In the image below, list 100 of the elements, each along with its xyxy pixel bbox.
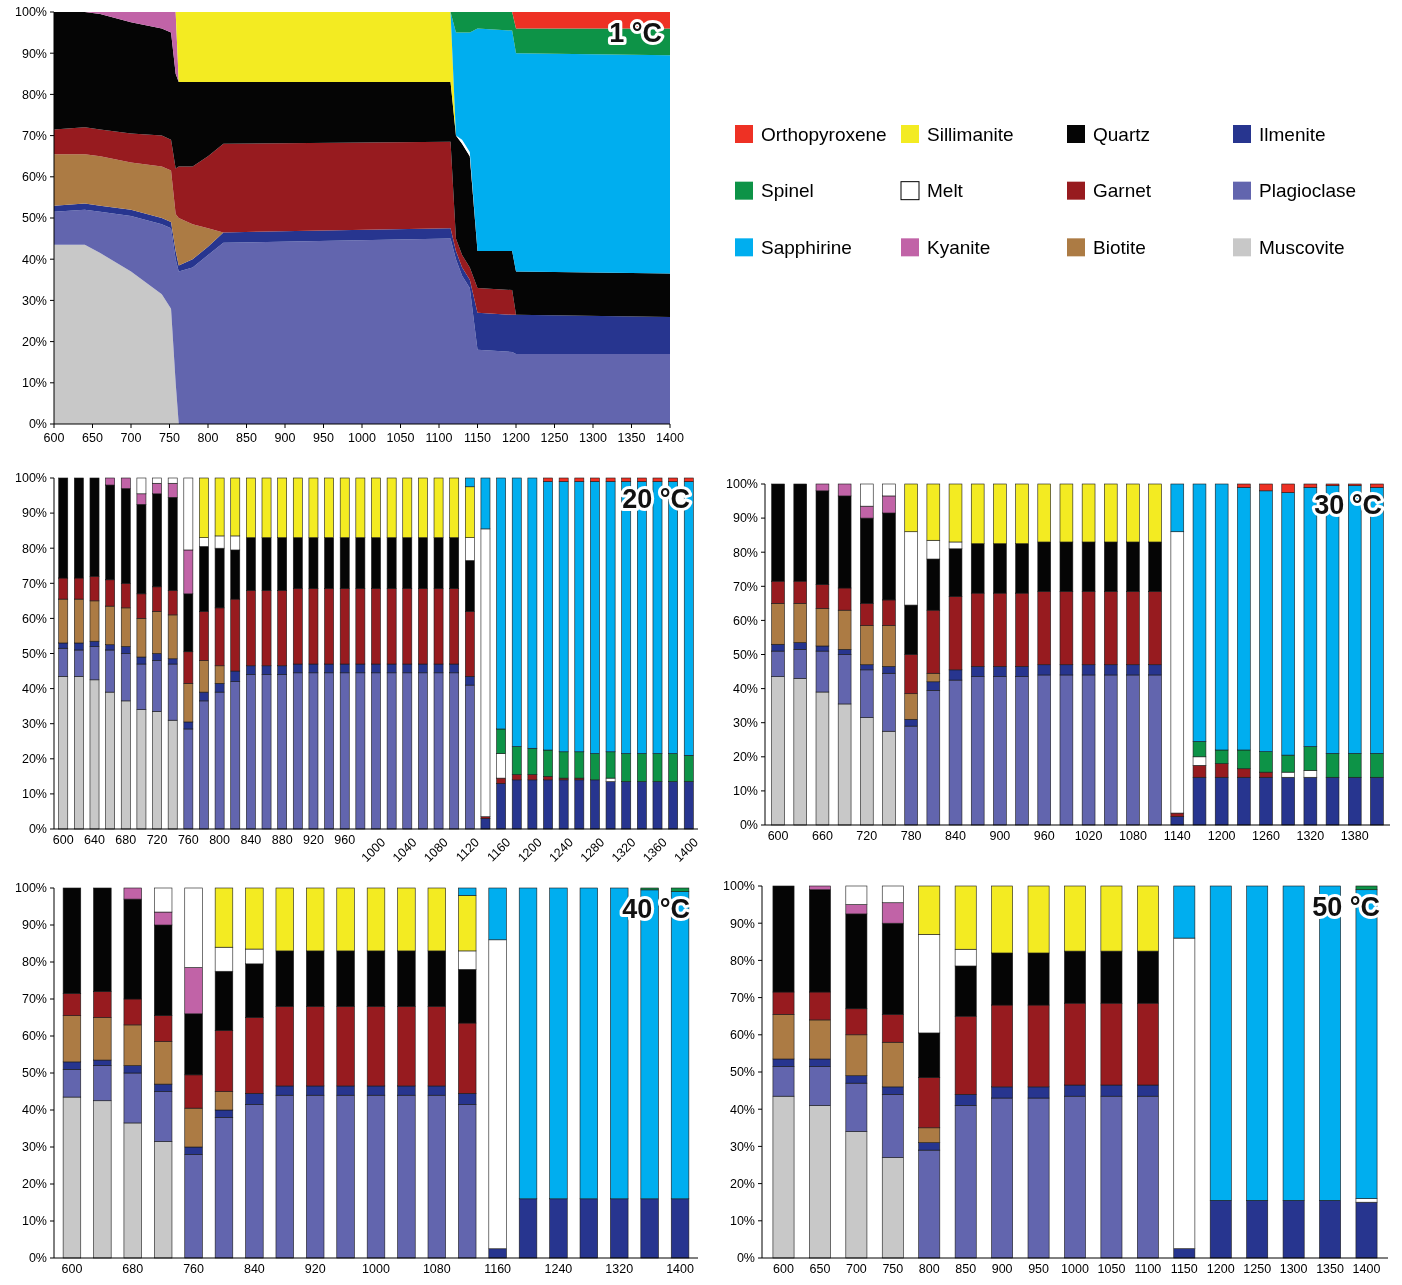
x-tick-label: 750 <box>159 431 180 445</box>
y-tick-label: 100% <box>15 471 47 486</box>
x-tick-label: 900 <box>274 431 296 445</box>
y-tick-label: 90% <box>21 506 47 521</box>
x-tick-label: 760 <box>183 1262 205 1276</box>
y-tick-label: 80% <box>729 953 755 968</box>
x-tick-label: 600 <box>43 431 65 445</box>
x-tick-label: 1240 <box>544 1262 573 1276</box>
x-tick-label: 600 <box>767 829 789 843</box>
x-tick-label: 1150 <box>1170 1262 1198 1276</box>
x-tick-label: 760 <box>177 833 199 847</box>
y-tick-label: 50% <box>21 1066 47 1081</box>
y-tick-label: 30% <box>21 717 47 732</box>
y-tick-label: 60% <box>21 611 47 626</box>
legend-label: Spinel <box>761 180 814 202</box>
x-tick-label: 840 <box>945 829 966 843</box>
legend-label: Melt <box>927 180 964 202</box>
y-tick-label: 20% <box>21 752 47 767</box>
x-tick-label: 1160 <box>484 1262 512 1276</box>
x-tick-label: 1200 <box>502 431 530 445</box>
x-tick-label: 800 <box>197 431 219 445</box>
y-tick-label: 50% <box>729 1065 755 1080</box>
y-tick-label: 0% <box>28 417 47 432</box>
x-tick-label: 880 <box>271 833 293 847</box>
x-tick-label: 850 <box>955 1262 977 1276</box>
y-tick-label: 10% <box>21 787 47 802</box>
x-tick-label: 640 <box>84 833 105 847</box>
y-tick-label: 30% <box>21 1140 47 1155</box>
x-tick-label: 600 <box>61 1262 83 1276</box>
x-tick-label: 1380 <box>1340 829 1369 843</box>
x-tick-label: 960 <box>334 833 356 847</box>
y-tick-label: 20% <box>21 1177 47 1192</box>
x-tick-label: 720 <box>856 829 878 843</box>
y-tick-label: 60% <box>21 1029 47 1044</box>
x-tick-label: 1200 <box>1206 1262 1235 1276</box>
y-tick-label: 30% <box>729 1139 755 1154</box>
x-tick-label: 1100 <box>425 431 453 445</box>
y-tick-label: 90% <box>21 46 47 61</box>
x-tick-label: 920 <box>304 1262 326 1276</box>
x-tick-label: 1400 <box>656 431 684 445</box>
y-tick-label: 30% <box>21 293 47 308</box>
y-tick-label: 10% <box>729 1214 755 1229</box>
x-tick-label: 1080 <box>422 1262 451 1276</box>
x-tick-label: 1320 <box>1296 829 1325 843</box>
x-tick-label: 920 <box>303 833 324 847</box>
x-tick-label: 680 <box>122 1262 144 1276</box>
y-tick-label: 0% <box>736 1251 755 1266</box>
legend-label: Plagioclase <box>1259 180 1357 202</box>
y-tick-label: 50% <box>732 647 758 662</box>
x-tick-label: 700 <box>120 431 142 445</box>
x-tick-label: 1200 <box>1207 829 1236 843</box>
y-tick-label: 60% <box>729 1028 755 1043</box>
y-tick-label: 70% <box>21 128 47 143</box>
y-tick-label: 60% <box>732 613 758 628</box>
x-tick-label: 900 <box>991 1262 1013 1276</box>
x-tick-label: 1050 <box>386 431 415 445</box>
legend-label: Orthopyroxene <box>761 123 887 145</box>
y-tick-label: 0% <box>739 818 758 833</box>
legend-label: Sapphirine <box>761 236 852 258</box>
y-tick-label: 80% <box>21 955 47 970</box>
x-tick-label: 1320 <box>605 1262 634 1276</box>
y-tick-label: 70% <box>732 579 758 594</box>
x-tick-label: 950 <box>1028 1262 1050 1276</box>
x-tick-label: 840 <box>240 833 262 847</box>
y-tick-label: 100% <box>15 5 47 20</box>
x-tick-label: 1000 <box>348 431 376 445</box>
x-tick-label: 600 <box>52 833 74 847</box>
x-tick-label: 1000 <box>362 1262 390 1276</box>
y-tick-label: 40% <box>21 1103 47 1118</box>
x-tick-label: 1400 <box>1352 1262 1381 1276</box>
x-tick-label: 1250 <box>1243 1262 1272 1276</box>
x-tick-label: 660 <box>812 829 833 843</box>
x-tick-label: 1300 <box>1279 1262 1308 1276</box>
x-tick-label: 1350 <box>1316 1262 1345 1276</box>
x-tick-label: 960 <box>1033 829 1055 843</box>
legend-label: Sillimanite <box>927 123 1014 145</box>
y-tick-label: 90% <box>21 918 47 933</box>
y-tick-label: 50% <box>21 211 47 226</box>
x-tick-label: 1080 <box>1119 829 1147 843</box>
y-tick-label: 30% <box>732 716 758 731</box>
y-tick-label: 40% <box>729 1102 755 1117</box>
y-tick-label: 60% <box>21 170 47 185</box>
x-tick-label: 1300 <box>579 431 607 445</box>
x-tick-label: 800 <box>918 1262 940 1276</box>
x-tick-label: 1050 <box>1097 1262 1126 1276</box>
y-tick-label: 100% <box>726 477 758 492</box>
y-tick-label: 100% <box>723 879 755 894</box>
x-tick-label: 800 <box>209 833 231 847</box>
x-tick-label: 600 <box>773 1262 794 1276</box>
y-tick-label: 20% <box>21 334 47 349</box>
y-tick-label: 100% <box>15 881 47 896</box>
legend-label: Biotite <box>1093 236 1146 258</box>
x-tick-label: 650 <box>809 1262 831 1276</box>
y-tick-label: 10% <box>21 1214 47 1229</box>
legend-label: Garnet <box>1093 180 1152 202</box>
y-tick-label: 80% <box>732 545 758 560</box>
y-tick-label: 10% <box>21 376 47 391</box>
y-tick-label: 40% <box>21 681 47 696</box>
x-tick-label: 1140 <box>1163 829 1191 843</box>
y-tick-label: 0% <box>28 1251 47 1266</box>
